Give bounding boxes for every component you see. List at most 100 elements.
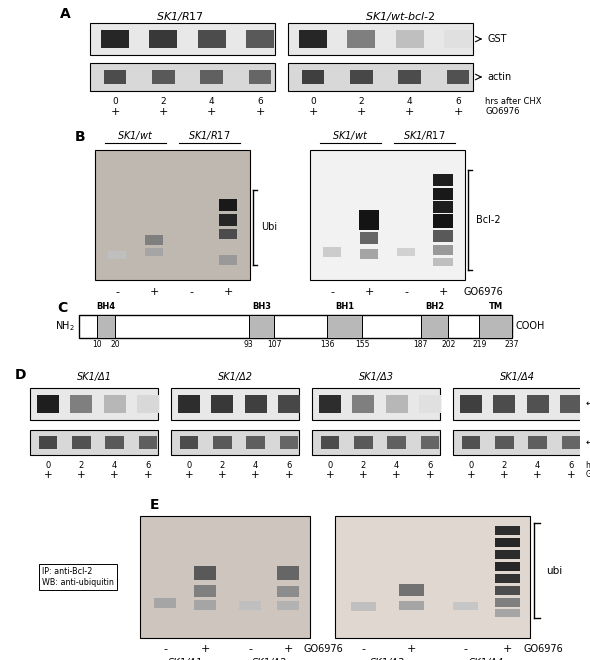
Bar [312,430,440,455]
Bar [433,245,453,255]
Bar [90,63,275,91]
Text: +: + [255,107,265,117]
Bar [145,248,163,256]
Text: +: + [359,470,368,480]
Bar [249,315,274,338]
Text: 0: 0 [327,461,333,470]
Text: +: + [426,470,434,480]
Bar [359,210,379,230]
Text: 6: 6 [145,461,150,470]
Bar [104,395,126,412]
Text: 0: 0 [310,97,316,106]
Text: 4: 4 [209,97,215,106]
Bar [421,315,448,338]
Bar [460,395,482,412]
Text: +: + [407,644,416,654]
Text: +: + [500,470,509,480]
Bar [494,562,520,570]
Bar [152,70,175,84]
Text: 6: 6 [427,461,432,470]
Bar [433,174,453,186]
Text: BH1: BH1 [335,302,355,312]
Bar [494,585,520,595]
Bar [360,249,378,259]
Bar [310,150,465,280]
Text: 4: 4 [535,461,540,470]
Bar [198,30,225,48]
Bar [493,395,515,412]
Bar [280,436,299,449]
Bar [95,150,250,280]
Bar [194,566,216,580]
Text: hrs after CHX: hrs after CHX [485,97,542,106]
Text: 187: 187 [414,340,428,348]
Bar [494,574,520,583]
Text: SK1/Δ3: SK1/Δ3 [369,658,405,660]
Bar [30,430,158,455]
Bar [433,214,453,228]
Bar [494,609,520,617]
Text: 0: 0 [468,461,474,470]
Bar [398,70,421,84]
Text: 2: 2 [502,461,507,470]
Text: -: - [189,287,193,297]
Text: +: + [159,107,168,117]
Text: 237: 237 [505,340,519,348]
Bar [245,395,267,412]
Text: C: C [57,302,67,315]
Bar [528,436,547,449]
Bar [219,199,237,211]
Bar [106,436,124,449]
Bar [453,602,477,610]
Bar [562,436,581,449]
Text: SK1/Δ4: SK1/Δ4 [468,658,503,660]
Text: +: + [467,470,476,480]
Text: +: + [185,470,194,480]
Text: 2: 2 [160,97,166,106]
Bar [30,388,158,420]
Bar [246,436,265,449]
Text: 6: 6 [568,461,573,470]
Bar [149,30,178,48]
Text: BH2: BH2 [425,302,444,312]
Bar [201,70,223,84]
Text: GO6976: GO6976 [463,287,503,297]
Text: +: + [144,470,152,480]
Bar [302,70,324,84]
Bar [433,201,453,213]
Text: E: E [150,498,159,512]
Text: 202: 202 [441,340,455,348]
Text: 2: 2 [78,461,84,470]
Bar [352,395,374,412]
Text: +: + [533,470,542,480]
Bar [39,436,57,449]
Text: 155: 155 [355,340,369,348]
Text: -: - [115,287,119,297]
Text: +: + [149,287,159,297]
Bar [453,388,581,420]
Text: BH4: BH4 [97,302,116,312]
Text: GO6976: GO6976 [303,644,343,654]
Text: -: - [404,287,408,297]
Text: +: + [453,107,463,117]
Text: 0: 0 [112,97,118,106]
Text: 10: 10 [92,340,102,348]
Text: ubi: ubi [546,566,562,576]
Text: +: + [44,470,53,480]
Bar [433,230,453,242]
Text: SK1/Δ2: SK1/Δ2 [218,372,253,382]
Bar [90,23,275,55]
Text: +: + [364,287,373,297]
Bar [387,436,406,449]
Text: +: + [207,107,217,117]
Bar [213,436,232,449]
Text: GO6976: GO6976 [485,107,520,116]
Bar [494,537,520,546]
Bar [108,251,126,259]
Text: SK1/Δ1: SK1/Δ1 [168,658,202,660]
Text: +: + [502,644,512,654]
Text: +: + [285,470,293,480]
Text: -: - [463,644,467,654]
Text: +: + [438,287,448,297]
Text: SK1/Δ1: SK1/Δ1 [77,372,112,382]
